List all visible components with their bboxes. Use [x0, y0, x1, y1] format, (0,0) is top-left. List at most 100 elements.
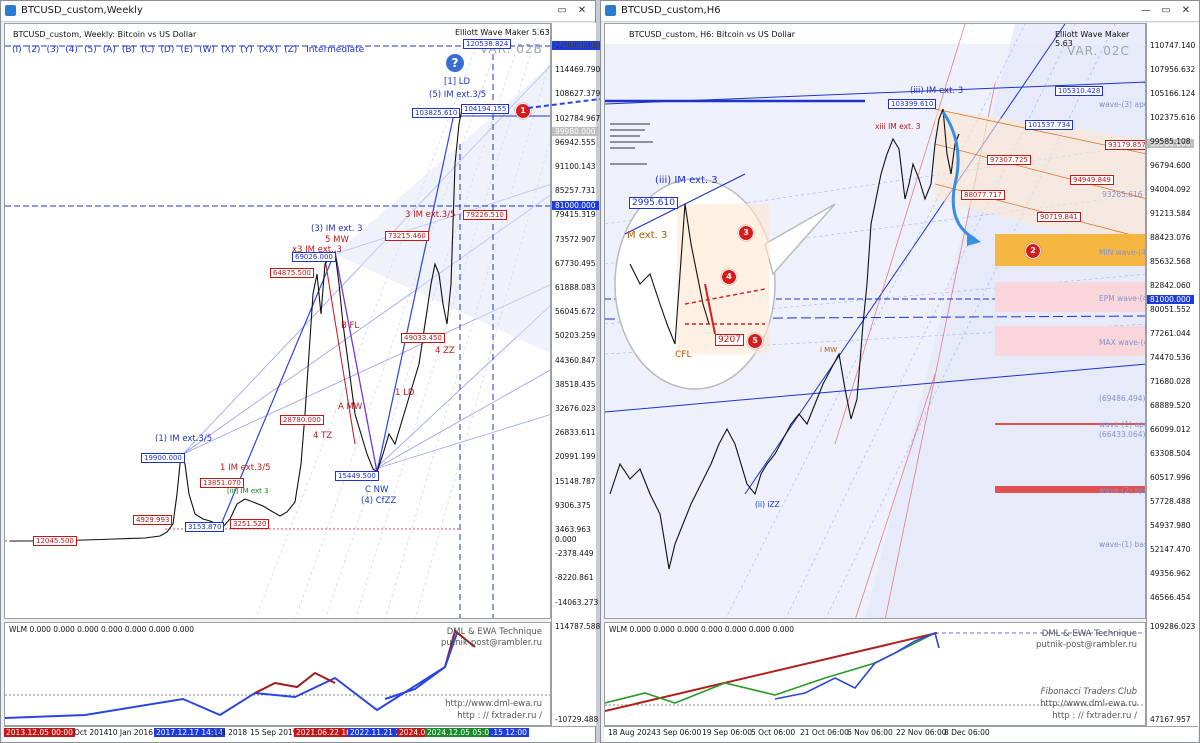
credit-line: http : // fxtrader.ru /: [457, 711, 542, 721]
level-box: 73215.460: [385, 231, 429, 241]
level-box: 103825.610: [412, 108, 461, 118]
price-tick: 85257.731: [555, 186, 596, 196]
price-tick: 79415.319: [555, 210, 596, 220]
zone-label: MIN wave-(4): [1099, 248, 1146, 257]
level-box: 15449.500: [335, 471, 379, 481]
credit-line: DML & EWA Technique: [446, 627, 542, 637]
time-tick: 21 Oct 06:00: [800, 728, 849, 737]
h6-time-scale[interactable]: 18 Aug 2024 3 Sep 06:00 19 Sep 06:00 5 O…: [604, 726, 1198, 742]
zone-label: wave-(1) ape: [1099, 420, 1146, 429]
degree-button-1[interactable]: (I): [12, 45, 22, 55]
zero-label: 0.000: [555, 535, 577, 544]
weekly-titlebar[interactable]: BTCUSD_custom,Weekly ▭ ✕: [1, 1, 595, 22]
price-tick: -8220.861: [555, 573, 594, 583]
price-tick: 74470.536: [1150, 353, 1191, 362]
x3-caption: x3 IM ext. 3: [292, 245, 342, 255]
price-tick: 52147.470: [1150, 545, 1191, 554]
price-tick: 60517.996: [1150, 473, 1191, 482]
price-tick: 61888.083: [555, 283, 596, 292]
level-box: 49033.450: [401, 333, 445, 343]
price-tick: 46566.454: [1150, 593, 1191, 602]
minimize-button[interactable]: —: [1141, 5, 1151, 16]
h6-wlm-indicator[interactable]: WLM 0.000 0.000 0.000 0.000 0.000 0.000 …: [604, 622, 1146, 726]
price-tick: 20991.199: [555, 452, 596, 462]
price-tick: 80051.552: [1150, 305, 1191, 314]
degree-button-3[interactable]: (3): [46, 45, 60, 55]
price-tick: 91213.584: [1150, 209, 1191, 218]
price-tick: 88423.076: [1150, 233, 1191, 242]
degree-button-c[interactable]: (C): [141, 45, 155, 55]
wave-degree-toolbar[interactable]: (I) (2) (3) (4) (5) (A) (B) (C) (D) (E) (W) (X) (Y) (…: [12, 45, 370, 55]
wave-iii-caption: (iii) IM ext. 3: [910, 86, 964, 96]
a-mw-caption: A MW: [338, 402, 363, 412]
h6-chart-drawing: [605, 24, 1145, 618]
iii-im-caption: [iii] IM ext 3: [227, 487, 269, 495]
indicator-name: Elliott Wave Maker 5.63: [455, 28, 550, 37]
zone-label: (66433.064): [1099, 430, 1146, 439]
close-button[interactable]: ✕: [1181, 5, 1191, 16]
weekly-wlm-drawing: [5, 629, 550, 719]
price-tick: 77261.044: [1150, 329, 1191, 338]
price-tick: 63308.504: [1150, 449, 1191, 458]
degree-button-z[interactable]: (Z): [284, 45, 298, 55]
price-tick: 96794.600: [1150, 161, 1191, 170]
price-tick: 9306.375: [555, 500, 591, 510]
price-tick: 38518.435: [555, 379, 596, 389]
degree-button-e[interactable]: (E): [180, 45, 194, 55]
level-box: 28780.000: [280, 415, 324, 425]
maximize-button[interactable]: ▭: [1161, 5, 1171, 16]
zoom-m-caption: M ext. 3: [627, 230, 668, 241]
weekly-wlm-indicator[interactable]: WLM 0.000 0.000 0.000 0.000 0.000 0.000 …: [4, 622, 551, 726]
price-tick: 49356.962: [1150, 569, 1191, 578]
price-tick: 96942.555: [555, 137, 596, 147]
time-tick: 2021.06.22 16:55: [294, 728, 365, 737]
indicator-name: Elliott Wave Maker 5.63: [1055, 30, 1130, 48]
degree-button-4[interactable]: (4): [65, 45, 78, 55]
close-button[interactable]: ✕: [577, 5, 587, 16]
level-box: 19900.000: [141, 453, 185, 463]
h6-window-title: BTCUSD_custom,H6: [621, 5, 721, 16]
zone-label: wave-(1) base: [1099, 540, 1145, 549]
level-box: 79226.510: [463, 210, 507, 220]
level-box: 69026.000: [292, 252, 336, 262]
help-icon[interactable]: ?: [446, 54, 464, 72]
weekly-price-plot[interactable]: (I) (2) (3) (4) (5) (A) (B) (C) (D) (E) (W) (X) (Y) (…: [4, 23, 551, 619]
weekly-chart-window: BTCUSD_custom,Weekly ▭ ✕: [0, 0, 604, 743]
time-tick: 8 Dec 06:00: [944, 728, 990, 737]
ld-caption: [1] LD: [444, 77, 471, 87]
degree-button-a[interactable]: (A): [102, 45, 116, 55]
degree-button-w[interactable]: (W): [199, 45, 215, 55]
degree-button-xx[interactable]: (XX): [258, 45, 279, 55]
price-tick: 71680.028: [1150, 377, 1191, 386]
price-tick: 85632.568: [1150, 257, 1191, 266]
credit-line: http://www.dml-ewa.ru: [445, 699, 542, 709]
one-im-caption: 1 IM ext.3/5: [220, 463, 271, 473]
time-tick: 2024.02: [397, 728, 433, 737]
degree-button-x[interactable]: (X): [220, 45, 235, 55]
h6-price-scale[interactable]: 99980.000 81000.000 110747.140 107956.632…: [1146, 23, 1199, 726]
current-price-box: 99980.000: [552, 127, 599, 136]
degree-button-5[interactable]: (5): [83, 45, 97, 55]
level-price-box: 81000.000: [1147, 295, 1194, 304]
price-tick: 15148.787: [555, 476, 596, 486]
degree-button-2[interactable]: (2): [27, 45, 41, 55]
level-box: 104194.155: [461, 104, 510, 114]
weekly-price-scale[interactable]: 120000.000 81000.000 99980.000 0.000 120…: [551, 23, 604, 726]
degree-button-d[interactable]: (D): [160, 45, 175, 55]
h6-titlebar[interactable]: BTCUSD_custom,H6 — ▭ ✕: [601, 1, 1199, 22]
zone-label: (69486.494): [1099, 394, 1146, 403]
h6-price-plot[interactable]: BTCUSD_custom, H6: Bitcoin vs US Dollar …: [604, 23, 1146, 619]
time-tick: Oct 2014: [74, 728, 109, 737]
wave-4-caption: (4) CfZZ: [361, 496, 397, 506]
current-price-box: 99980.000: [1147, 139, 1194, 148]
time-tick: 15 Sep 2019: [250, 728, 298, 737]
degree-button-y[interactable]: (Y): [240, 45, 253, 55]
level-box: 105310.428: [1055, 86, 1104, 96]
weekly-symbol-line: BTCUSD_custom, Weekly: Bitcoin vs US Dol…: [13, 30, 197, 39]
maximize-button[interactable]: ▭: [557, 5, 567, 16]
zoom-target-box: 9207: [715, 334, 744, 346]
weekly-time-scale[interactable]: 2013.12.05 00:00 Oct 2014 10 Jan 2016 20…: [4, 726, 595, 742]
degree-button-b[interactable]: (B): [121, 45, 136, 55]
h6-chart-window: BTCUSD_custom,H6 — ▭ ✕: [600, 0, 1200, 743]
annotation-badge-3: 3: [738, 225, 754, 241]
